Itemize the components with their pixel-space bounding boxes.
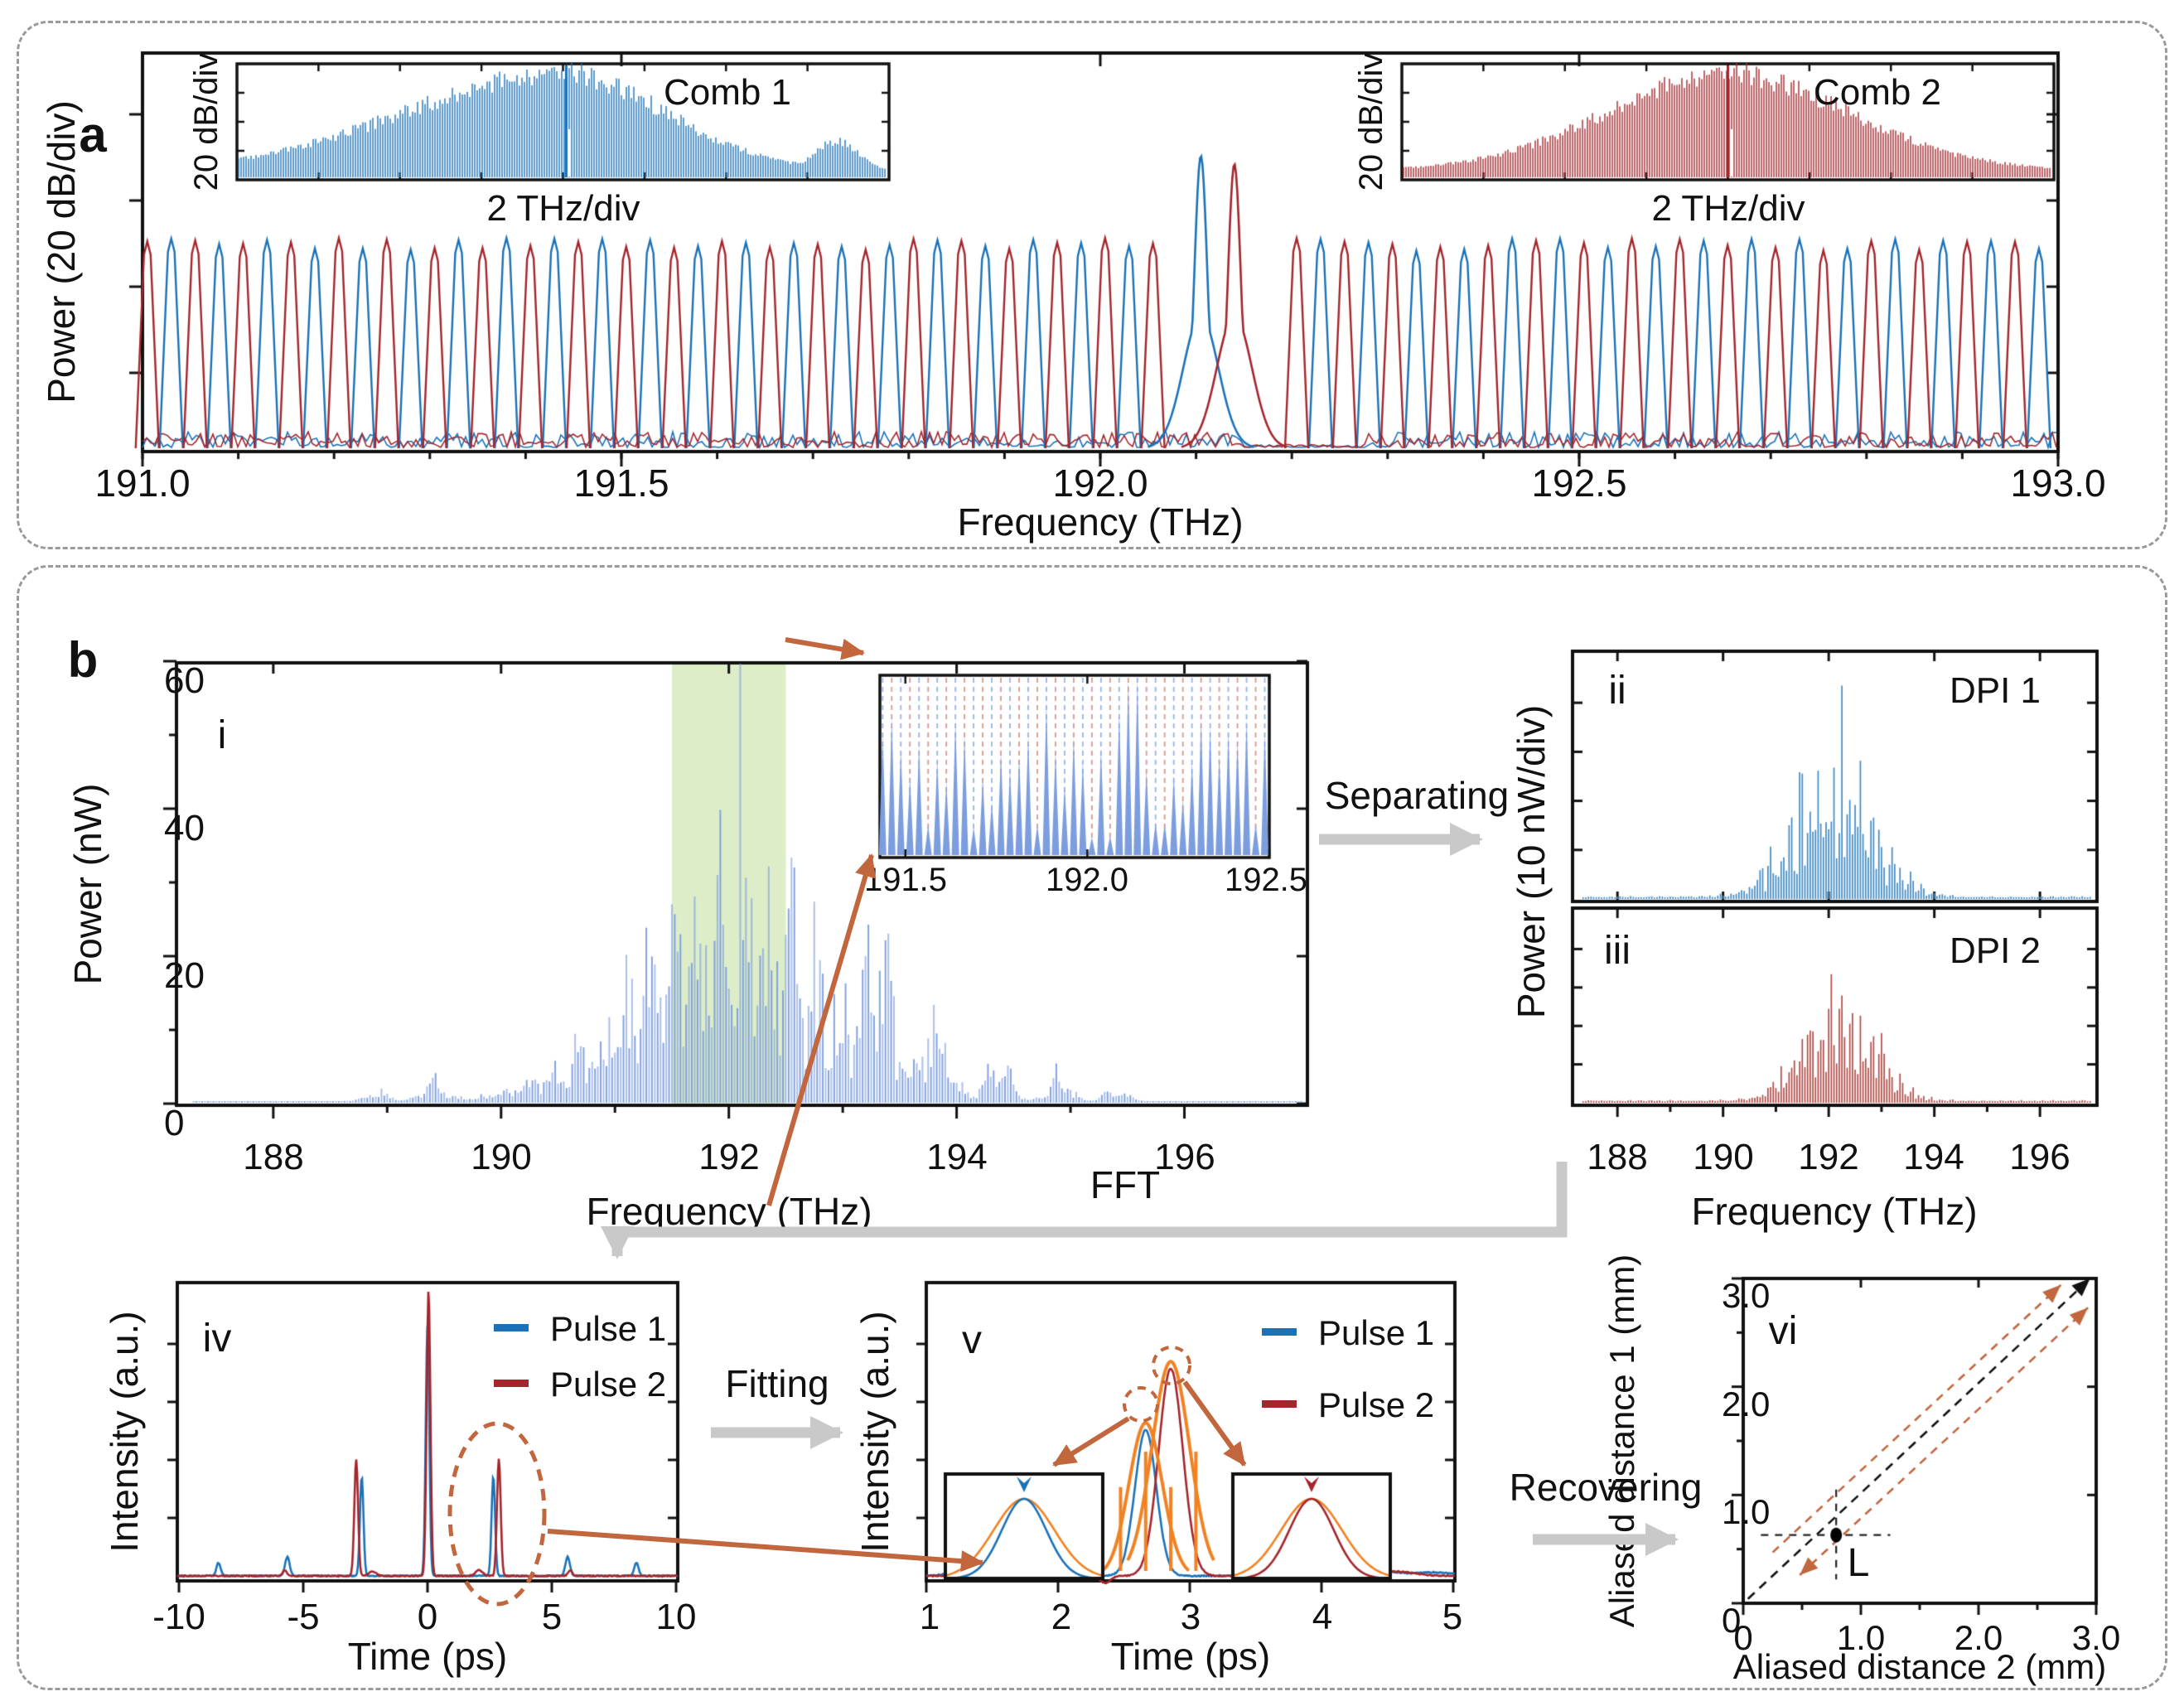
- iv-xtick: 0: [417, 1597, 438, 1637]
- a-xtick: 193.0: [2010, 462, 2106, 505]
- distance-point-label: L: [1847, 1541, 1870, 1585]
- vi-xtick: 3.0: [2071, 1618, 2121, 1657]
- subplot-ii-iii-ylabel: Power (10 nW/div): [1510, 704, 1553, 1019]
- subplot-i-xlabel: Frequency (THz): [586, 1190, 872, 1233]
- fft-label: FFT: [1090, 1163, 1161, 1206]
- subplot-ii-title: DPI 1: [1949, 670, 2041, 711]
- iv-xtick: 5: [541, 1597, 563, 1637]
- i-xtick: 188: [243, 1137, 304, 1177]
- i-inset-xtick: 192.5: [1224, 862, 1308, 898]
- i-ytick: 60: [164, 660, 205, 701]
- panel-b-letter: b: [67, 632, 99, 688]
- iv-xtick: 10: [655, 1597, 697, 1637]
- i-ytick: 0: [164, 1103, 185, 1143]
- subplot-iii-tag: iii: [1604, 929, 1631, 973]
- iv-xtick: -5: [287, 1597, 320, 1637]
- comb2-inset-xlabel: 2 THz/div: [1651, 188, 1805, 229]
- panel-a-ylabel: Power (20 dB/div): [40, 100, 83, 404]
- subplot-vi-plot: [1728, 1264, 2111, 1618]
- subplot-i-inset-plot: [870, 665, 1279, 867]
- iii-xtick: 196: [2009, 1137, 2070, 1177]
- subplot-iv-tag: iv: [202, 1317, 232, 1360]
- a-xtick: 192.5: [1531, 462, 1627, 505]
- comb2-inset-plot: [1389, 51, 2066, 192]
- v-xtick: 4: [1312, 1597, 1333, 1637]
- panel-a-xlabel: Frequency (THz): [957, 500, 1244, 544]
- v-xtick: 3: [1180, 1597, 1201, 1637]
- subplot-iii-plot: [1558, 893, 2112, 1120]
- subplot-i-ylabel: Power (nW): [66, 783, 109, 985]
- a-xtick: 192.0: [1052, 462, 1148, 505]
- iii-xtick: 192: [1798, 1137, 1859, 1177]
- a-xtick: 191.0: [94, 462, 191, 505]
- legend-swatch-pulse1-iv: [494, 1324, 529, 1331]
- i-xtick: 194: [926, 1137, 988, 1177]
- iii-xtick: 194: [1903, 1137, 1964, 1177]
- i-ytick: 20: [164, 955, 205, 996]
- subplot-iv-ylabel: Intensity (a.u.): [103, 1311, 146, 1553]
- subplot-ii-tag: ii: [1608, 669, 1626, 713]
- vi-xtick: 1.0: [1836, 1618, 1886, 1657]
- comb1-inset-plot: [225, 51, 901, 192]
- subplot-vi-ylabel: Aliased distance 1 (mm): [1602, 1254, 1641, 1628]
- subplot-iii-xlabel: Frequency (THz): [1691, 1190, 1978, 1233]
- panel-a-letter: a: [79, 107, 107, 162]
- subplot-v-ylabel: Intensity (a.u.): [853, 1311, 896, 1553]
- legend-swatch-pulse2-iv: [494, 1380, 529, 1387]
- legend-swatch-pulse2-v: [1262, 1400, 1297, 1408]
- vi-xtick: 2.0: [1954, 1618, 2003, 1657]
- comb1-inset-ylabel: 20 dB/div: [188, 52, 225, 191]
- comb1-inset-xlabel: 2 THz/div: [486, 188, 640, 229]
- v-xtick: 2: [1051, 1597, 1072, 1637]
- subplot-v-xlabel: Time (ps): [1110, 1635, 1271, 1678]
- i-inset-xtick: 192.0: [1045, 862, 1129, 898]
- i-inset-xtick: 191.5: [863, 862, 948, 898]
- subplot-vi-tag: vi: [1768, 1309, 1798, 1353]
- i-xtick: 192: [698, 1137, 760, 1177]
- legend-swatch-pulse1-v: [1262, 1328, 1297, 1336]
- vi-ytick: 1.0: [1722, 1492, 1771, 1531]
- iii-xtick: 190: [1693, 1137, 1754, 1177]
- vi-ytick: 0: [1722, 1601, 1742, 1640]
- subplot-ii-plot: [1558, 636, 2112, 916]
- i-ytick: 40: [164, 808, 205, 848]
- legend-label-pulse2-iv: Pulse 2: [550, 1365, 667, 1404]
- subplot-vi-xlabel: Aliased distance 2 (mm): [1732, 1647, 2107, 1686]
- i-xtick: 190: [471, 1137, 532, 1177]
- v-xtick: 1: [919, 1597, 940, 1637]
- subplot-iii-title: DPI 2: [1949, 930, 2041, 971]
- v-xtick: 5: [1442, 1597, 1463, 1637]
- vi-xtick: 0: [1733, 1618, 1753, 1657]
- a-xtick: 191.5: [573, 462, 669, 505]
- fitting-label: Fitting: [725, 1362, 829, 1405]
- subplot-v-tag: v: [962, 1318, 982, 1362]
- comb1-inset-title: Comb 1: [663, 72, 792, 113]
- iii-xtick: 188: [1587, 1137, 1648, 1177]
- vi-ytick: 3.0: [1722, 1276, 1771, 1315]
- i-xtick: 196: [1154, 1137, 1215, 1177]
- legend-label-pulse1-iv: Pulse 1: [550, 1309, 667, 1348]
- recovering-label: Recovering: [1509, 1466, 1703, 1509]
- legend-label-pulse1-v: Pulse 1: [1318, 1313, 1435, 1352]
- comb2-inset-title: Comb 2: [1813, 72, 1942, 113]
- subplot-i-tag: i: [217, 713, 227, 757]
- vi-ytick: 2.0: [1722, 1385, 1771, 1423]
- iv-xtick: -10: [152, 1597, 205, 1637]
- subplot-iv-xlabel: Time (ps): [347, 1635, 508, 1678]
- separating-label: Separating: [1324, 774, 1510, 817]
- legend-label-pulse2-v: Pulse 2: [1318, 1385, 1435, 1424]
- comb2-inset-ylabel: 20 dB/div: [1353, 52, 1389, 191]
